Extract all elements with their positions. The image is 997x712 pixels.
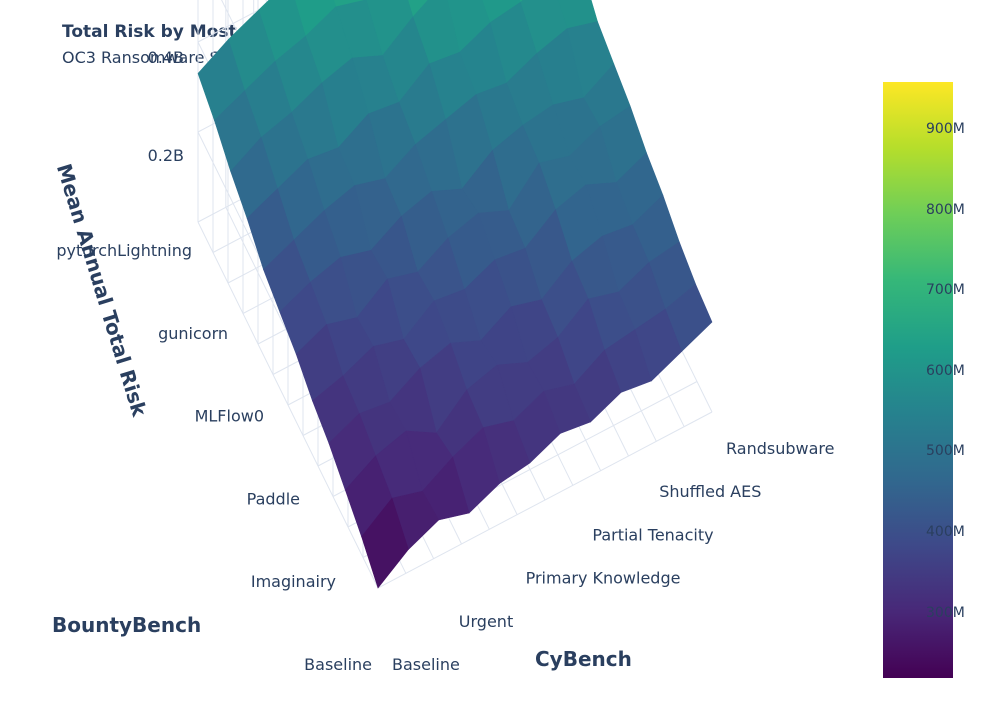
colorbar-tick-label: 600M bbox=[926, 362, 965, 379]
y-tick-label: Baseline bbox=[304, 655, 372, 674]
y-tick-label: Paddle bbox=[247, 489, 300, 508]
surface-cell[interactable] bbox=[361, 497, 409, 589]
colorbar-tick-label: 900M bbox=[926, 121, 965, 138]
surface-cell[interactable] bbox=[397, 0, 444, 18]
z-axis-title: Mean Annual Total Risk bbox=[52, 161, 152, 420]
colorbar-tick-label: 300M bbox=[926, 604, 965, 621]
colorbar-tick-label: 500M bbox=[926, 443, 965, 460]
z-gridline bbox=[197, 0, 279, 43]
colorbar-tick-label: 400M bbox=[926, 524, 965, 541]
colorbar-tick-label: 800M bbox=[926, 201, 965, 218]
x-axis-title: CyBench bbox=[535, 647, 632, 671]
y-axis-title: BountyBench bbox=[52, 613, 201, 637]
x-tick-label: Randsubware bbox=[726, 439, 834, 458]
y-tick-label: gunicorn bbox=[158, 324, 228, 343]
x-tick-label: Primary Knowledge bbox=[526, 569, 681, 588]
colorbar-gradient bbox=[883, 82, 953, 678]
risk-surface[interactable] bbox=[197, 0, 713, 589]
x-tick-label: Partial Tenacity bbox=[592, 525, 713, 544]
colorbar-tick-label: 700M bbox=[926, 282, 965, 299]
z-tick-label: 0.4B bbox=[148, 48, 184, 67]
z-tick-label: 0.2B bbox=[148, 146, 184, 165]
x-tick-label: Shuffled AES bbox=[659, 482, 761, 501]
y-tick-label: Imaginairy bbox=[251, 572, 336, 591]
surface-plot[interactable]: Baseline Urgent Primary Knowledge Partial T… bbox=[0, 0, 870, 712]
axis-ticks: Baseline Urgent Primary Knowledge Partial T… bbox=[56, 48, 834, 674]
colorbar bbox=[883, 82, 953, 678]
x-tick-label: Urgent bbox=[459, 612, 513, 631]
y-tick-label: MLFlow0 bbox=[195, 407, 264, 426]
x-tick-label: Baseline bbox=[392, 655, 460, 674]
y-tick-label: pytorchLightning bbox=[56, 241, 192, 260]
